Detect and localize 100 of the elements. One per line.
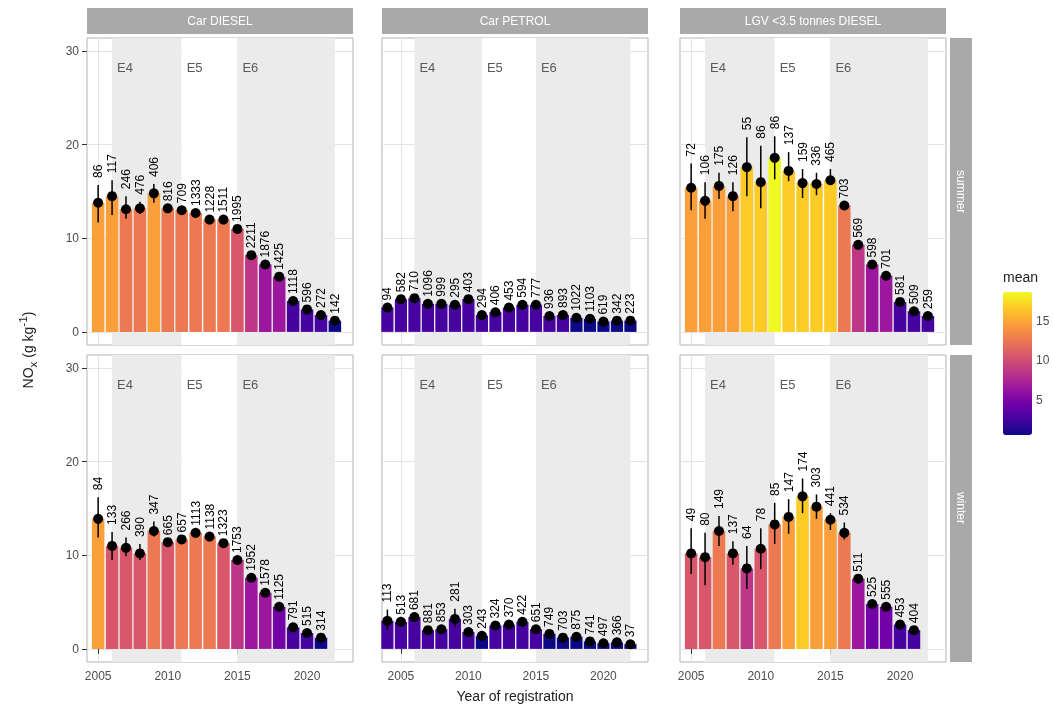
annotation: 1876 xyxy=(258,230,273,258)
annotation: 370 xyxy=(501,597,516,618)
x-tick-label: 2015 xyxy=(817,669,845,683)
y-tick-label: 10 xyxy=(65,548,80,563)
x-tick-label: 2015 xyxy=(522,669,550,683)
annotation: 598 xyxy=(865,237,880,258)
annotation: 582 xyxy=(393,271,408,293)
annotation: 78 xyxy=(753,507,768,522)
band-label: E6 xyxy=(540,60,557,75)
annotation: 515 xyxy=(300,605,315,626)
annotation: 651 xyxy=(528,601,543,623)
annotation: 126 xyxy=(725,154,740,176)
annotation: 1511 xyxy=(216,186,231,213)
annotation: 1753 xyxy=(230,525,245,553)
band-label: E4 xyxy=(710,60,726,75)
annotation: 223 xyxy=(623,293,638,314)
x-tick-label: 2010 xyxy=(154,669,182,683)
annotation: 453 xyxy=(501,280,516,301)
x-tick-label: 2020 xyxy=(590,669,618,683)
y-tick-label: 30 xyxy=(65,361,80,376)
x-tick-label: 2010 xyxy=(455,669,483,683)
annotation: 243 xyxy=(474,608,489,629)
annotation: 749 xyxy=(542,606,557,627)
annotation: 390 xyxy=(132,516,147,538)
annotation: 406 xyxy=(146,156,161,178)
annotation: 791 xyxy=(286,600,301,621)
x-tick-label: 2020 xyxy=(293,669,321,683)
band-label: E6 xyxy=(835,377,852,392)
annotation: 893 xyxy=(555,287,570,309)
annotation: 534 xyxy=(837,495,852,516)
color-bar-label: 5 xyxy=(1036,393,1043,408)
annotation: 1578 xyxy=(258,558,273,586)
annotation: 303 xyxy=(809,467,824,488)
annotation: 2211 xyxy=(244,222,259,249)
annotation: 342 xyxy=(609,293,624,314)
color-bar-label: 10 xyxy=(1036,353,1050,368)
annotation: 710 xyxy=(407,270,422,292)
band-label: E5 xyxy=(186,377,203,392)
band-label: E6 xyxy=(242,377,259,392)
annotation: 777 xyxy=(528,277,543,298)
x-tick-label: 2010 xyxy=(747,669,775,683)
annotation: 1323 xyxy=(216,509,231,537)
annotation: 295 xyxy=(447,277,462,298)
annotation: 453 xyxy=(893,597,908,618)
annotation: 147 xyxy=(781,471,796,493)
band-label: E5 xyxy=(186,60,203,75)
band-label: E5 xyxy=(486,60,503,75)
band-label: E6 xyxy=(242,60,259,75)
annotation: 142 xyxy=(327,293,342,314)
band-label: E5 xyxy=(486,377,503,392)
annotation: 422 xyxy=(515,594,530,615)
x-tick-label: 2005 xyxy=(387,669,415,683)
annotation: 55 xyxy=(739,116,754,131)
annotation: 1952 xyxy=(244,543,259,571)
annotation: 86 xyxy=(753,124,768,139)
annotation: 709 xyxy=(174,182,189,204)
band-label: E4 xyxy=(419,60,436,75)
annotation: 936 xyxy=(542,288,557,309)
annotation: 816 xyxy=(160,181,175,202)
annotation: 741 xyxy=(582,614,597,635)
annotation: 1138 xyxy=(202,503,217,530)
annotation: 1113 xyxy=(188,500,203,526)
x-tick-label: 2015 xyxy=(224,669,252,683)
annotation: 619 xyxy=(596,294,611,315)
annotation: 266 xyxy=(118,510,133,531)
annotation: 37 xyxy=(623,623,638,638)
annotation: 569 xyxy=(851,217,866,238)
text: summer xyxy=(950,38,972,345)
annotation: 117 xyxy=(105,153,120,174)
text: winter xyxy=(950,355,972,662)
annotation: 246 xyxy=(118,168,133,190)
annotation: 1333 xyxy=(188,179,203,207)
x-tick-label: 2005 xyxy=(84,669,112,683)
annotation: 1022 xyxy=(569,283,584,311)
annotation: 86 xyxy=(767,115,782,130)
annotation: 80 xyxy=(698,512,713,526)
annotation: 497 xyxy=(596,615,611,637)
y-tick-label: 10 xyxy=(65,231,80,246)
annotation: 174 xyxy=(795,451,810,472)
annotation: 347 xyxy=(146,494,161,515)
annotation: 703 xyxy=(555,610,570,631)
annotation: 324 xyxy=(488,598,503,619)
band-label: E4 xyxy=(419,377,436,392)
y-tick-label: 30 xyxy=(65,44,80,59)
annotation: 175 xyxy=(711,145,726,166)
annotation: 1118 xyxy=(286,268,301,295)
annotation: 84 xyxy=(91,476,106,491)
annotation: 403 xyxy=(461,271,476,293)
annotation: 681 xyxy=(407,589,422,611)
annotation: 555 xyxy=(879,579,894,600)
band-label: E6 xyxy=(835,60,852,75)
band-label: E4 xyxy=(117,377,133,392)
annotation: 303 xyxy=(461,604,476,626)
annotation: 272 xyxy=(313,287,328,309)
chart-title: LGV <3.5 tonnes DIESEL xyxy=(680,8,946,34)
annotation: 441 xyxy=(823,485,838,507)
annotation: 596 xyxy=(300,282,315,303)
annotation: 657 xyxy=(174,512,189,533)
annotation: 1228 xyxy=(202,185,217,213)
annotation: 149 xyxy=(711,488,726,509)
